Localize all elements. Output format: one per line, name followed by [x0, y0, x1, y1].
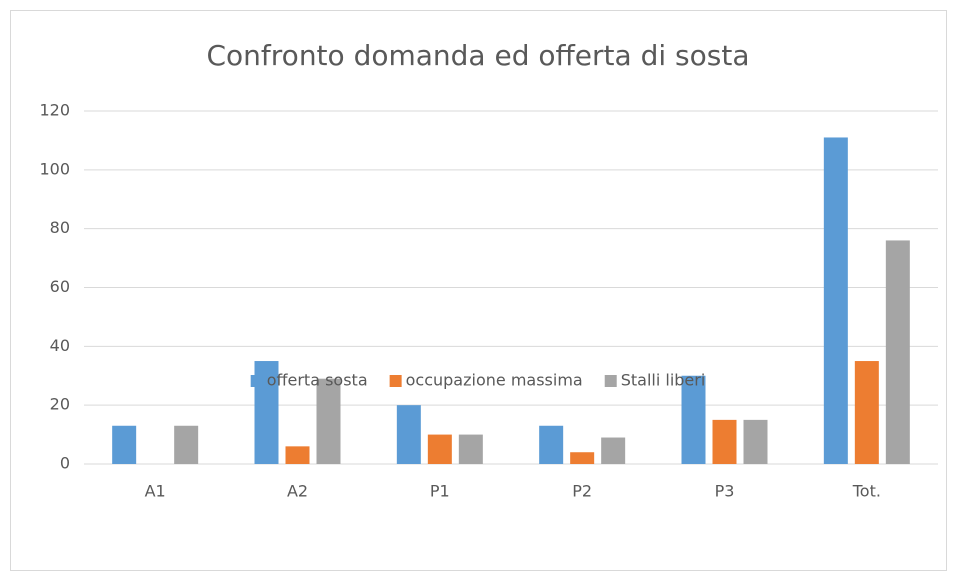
- y-tick-label: 100: [39, 159, 70, 178]
- x-tick-label: P2: [572, 482, 592, 501]
- bar: [885, 240, 910, 464]
- chart-frame: [10, 10, 947, 571]
- y-tick-label: 80: [50, 218, 70, 237]
- y-tick-label: 40: [50, 336, 70, 355]
- x-tick-label: P1: [430, 482, 450, 501]
- legend-swatch: [389, 375, 402, 387]
- x-tick-label: P3: [715, 482, 735, 501]
- chart-title: Confronto domanda ed offerta di sosta: [207, 39, 750, 72]
- legend-swatch: [604, 375, 617, 387]
- bar: [712, 419, 737, 464]
- bar: [743, 419, 768, 464]
- bar: [539, 425, 564, 464]
- y-tick-label: 0: [60, 454, 70, 473]
- bar: [427, 434, 452, 464]
- bar: [316, 378, 341, 464]
- legend-label: occupazione massima: [406, 371, 583, 390]
- y-tick-label: 60: [50, 277, 70, 296]
- legend-label: offerta sosta: [267, 371, 368, 390]
- legend-swatch: [250, 375, 263, 387]
- bar: [823, 137, 848, 464]
- x-tick-label: A2: [287, 482, 308, 501]
- x-tick-label: Tot.: [852, 482, 881, 501]
- bar: [458, 434, 483, 464]
- bar: [396, 405, 421, 464]
- bar: [601, 437, 626, 464]
- bar: [285, 446, 310, 464]
- x-tick-label: A1: [145, 482, 166, 501]
- bar: [112, 425, 137, 464]
- legend-label: Stalli liberi: [621, 371, 706, 390]
- bar: [174, 425, 199, 464]
- y-tick-label: 20: [50, 395, 70, 414]
- bar: [570, 452, 595, 464]
- bar: [854, 361, 879, 464]
- bar: [681, 375, 706, 464]
- y-tick-label: 120: [39, 101, 70, 120]
